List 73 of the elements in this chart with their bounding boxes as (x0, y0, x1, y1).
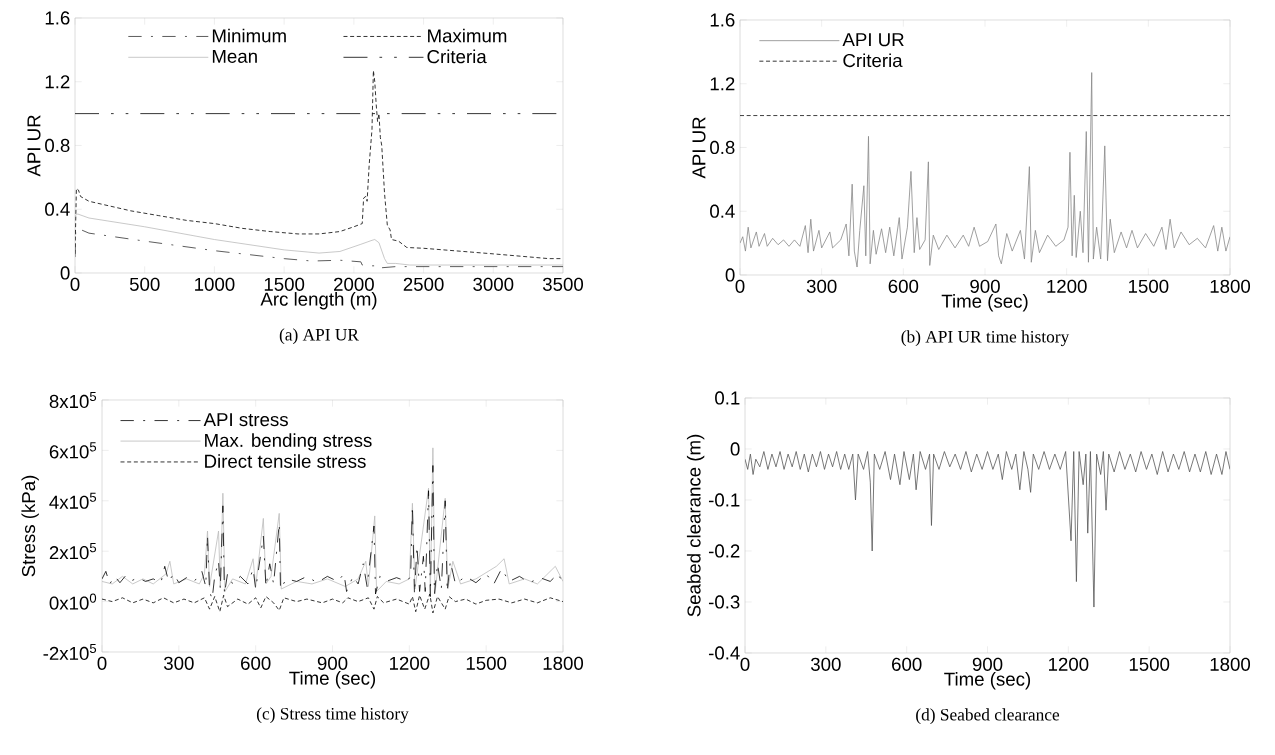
x-axis-title: Arc length (m) (260, 292, 377, 310)
y-tick-label: 1.2 (710, 77, 735, 91)
x-axis-title: Time (sec) (941, 294, 1028, 312)
legend-label: API stress (203, 413, 288, 427)
text: (b) API UR time history (901, 330, 1070, 347)
x-tick-label: 600 (241, 656, 271, 670)
x-tick-label: 3500 (542, 277, 584, 291)
legend-label: Max. bending stress (205, 433, 372, 451)
x-tick-label: 900 (972, 657, 1003, 671)
legend-label: Maximum (428, 28, 507, 43)
x-tick-label: 600 (888, 279, 919, 293)
x-tick-label: 300 (810, 657, 841, 671)
x-tick-label: 1800 (1210, 657, 1251, 671)
x-tick-label: 1800 (543, 656, 584, 670)
y-tick-label: -0.3 (708, 595, 740, 609)
y-tick-label: 2x10$^{5}$ (49, 543, 97, 560)
x-tick-label: 300 (163, 656, 194, 670)
x-tick-label: 0 (740, 657, 750, 671)
y-tick-label: 8x10$^{5}$ (49, 391, 97, 409)
y-tick-label: -0.2 (708, 544, 740, 558)
x-tick-label: 900 (317, 656, 348, 670)
legend-label: Direct tensile stress (205, 454, 366, 468)
legend-label: Criteria (427, 49, 487, 64)
x-axis-title: Time (sec) (289, 671, 376, 689)
x-tick-label: 500 (129, 277, 160, 291)
x-tick-label: 300 (806, 279, 837, 293)
legend-label: Criteria (843, 53, 903, 68)
x-tick-label: 1800 (1210, 279, 1251, 293)
x-tick-label: 2500 (403, 277, 444, 291)
y-tick-label: 0.1 (715, 391, 740, 405)
y-axis-title: Stress (kPa) (21, 475, 39, 577)
y-tick-label: -2x10$^{5}$ (43, 643, 97, 661)
y-tick-label: 1.6 (45, 11, 70, 25)
x-tick-label: 2000 (334, 277, 374, 291)
x-tick-label: 0 (97, 656, 107, 670)
text: (d) Seabed clearance (916, 708, 1060, 725)
x-tick-label: 1200 (1049, 657, 1089, 671)
y-tick-label: 0.8 (45, 138, 70, 153)
y-tick-label: 0.4 (45, 202, 70, 216)
x-tick-label: 1200 (390, 656, 430, 670)
y-tick-label: 1.6 (710, 13, 735, 27)
y-tick-label: 0 (730, 442, 740, 456)
legend-label: Mean (212, 49, 257, 63)
y-tick-label: 6x10$^{5}$ (49, 442, 97, 459)
x-tick-label: 600 (892, 657, 922, 671)
y-tick-label: 4x10$^{5}$ (49, 492, 97, 509)
legend-label: API UR (842, 33, 904, 47)
x-axis-title: Time (sec) (944, 672, 1031, 690)
legend-label: Minimum (212, 28, 286, 43)
x-tick-label: 1500 (466, 656, 507, 670)
y-tick-label: 0 (725, 268, 735, 282)
y-tick-label: 0.8 (710, 140, 735, 155)
x-tick-label: 1000 (195, 277, 235, 291)
y-tick-label: 0x10$^{0}$ (49, 593, 97, 610)
line-series (745, 451, 1230, 608)
y-tick-label: -0.4 (708, 646, 740, 660)
text: (c) Stress time history (256, 707, 409, 724)
y-tick-label: 1.2 (45, 75, 70, 89)
y-tick-label: -0.1 (708, 493, 740, 507)
y-tick-label: 0 (60, 266, 70, 280)
y-tick-label: 0.4 (710, 204, 735, 218)
y-axis-title: API UR (692, 117, 706, 179)
x-tick-label: 1500 (264, 277, 305, 291)
text: (a) API UR (279, 328, 359, 345)
x-tick-label: 1200 (1047, 279, 1087, 293)
x-tick-label: 3000 (473, 277, 514, 291)
y-axis-title: API UR (27, 115, 41, 177)
y-axis-title: Seabed clearance (m) (686, 434, 705, 617)
line-series (740, 72, 1230, 268)
x-tick-label: 1500 (1129, 279, 1169, 293)
x-tick-label: 1500 (1129, 657, 1170, 671)
line-series (75, 70, 563, 260)
x-tick-label: 900 (970, 279, 1000, 293)
